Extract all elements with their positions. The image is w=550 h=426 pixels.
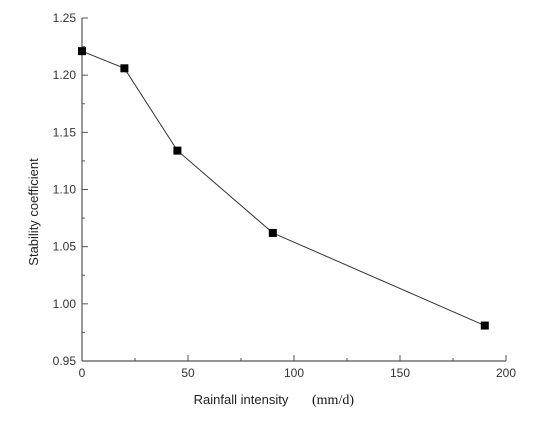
y-tick-label: 1.20 <box>53 68 77 82</box>
data-point <box>480 321 489 330</box>
x-tick-label: 100 <box>284 366 304 380</box>
x-tick-label: 150 <box>390 366 410 380</box>
y-tick-label: 0.95 <box>53 354 77 368</box>
y-tick-label: 1.00 <box>53 297 77 311</box>
data-markers <box>78 47 489 330</box>
x-axis-label: Rainfall intensity <box>194 392 289 407</box>
y-tick-label: 1.15 <box>53 125 77 139</box>
y-tick-label: 1.25 <box>53 11 77 25</box>
y-ticks: 0.95 1.00 1.05 1.10 1.15 1.20 1.25 <box>53 11 88 368</box>
data-point <box>173 146 182 155</box>
y-tick-label: 1.10 <box>53 183 77 197</box>
x-tick-label: 0 <box>79 366 86 380</box>
x-tick-label: 200 <box>496 366 516 380</box>
data-point <box>78 47 86 56</box>
x-axis-unit: (mm/d) <box>312 393 354 408</box>
y-tick-label: 1.05 <box>53 240 77 254</box>
y-axis-label: Stability coefficient <box>26 158 41 266</box>
data-point <box>268 228 277 237</box>
data-point <box>120 64 129 73</box>
series-line <box>81 50 486 327</box>
x-ticks: 0 50 100 150 200 <box>79 355 516 380</box>
x-tick-label: 50 <box>181 366 195 380</box>
